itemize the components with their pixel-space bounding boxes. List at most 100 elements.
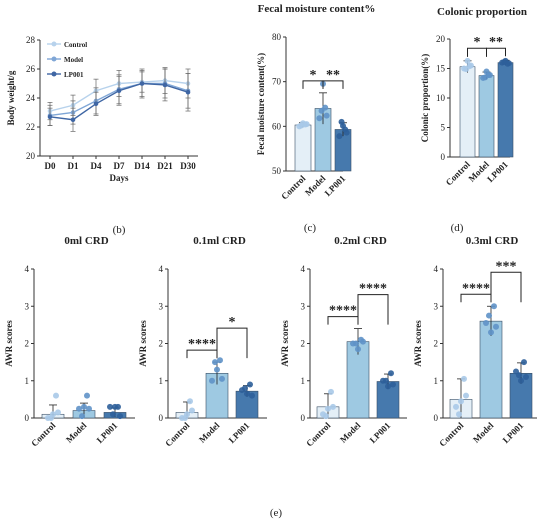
data-point	[53, 392, 59, 399]
data-point	[330, 403, 336, 410]
legend-label-lp001: LP001	[64, 71, 84, 79]
moisture-ytick-label: 70	[272, 77, 282, 87]
bar-control	[294, 124, 312, 172]
data-point	[117, 413, 123, 420]
bar-control	[459, 66, 476, 158]
data-point	[112, 403, 118, 410]
weight-ytick-label: 26	[26, 64, 36, 74]
bar-model	[478, 75, 495, 158]
weight-ytick-label: 24	[26, 93, 36, 103]
data-point	[463, 66, 470, 73]
awr03-title: 0.3ml CRD	[466, 235, 519, 247]
weight-ytick-label: 28	[26, 35, 36, 45]
data-point	[458, 398, 464, 405]
significance-label: ***	[496, 259, 517, 274]
significance-bracket	[216, 327, 248, 359]
data-point	[162, 82, 168, 88]
awr03-xtick-label: Control	[437, 420, 466, 449]
awr02-xtick-label: Control	[304, 420, 333, 449]
data-point	[461, 375, 467, 382]
data-point	[86, 405, 92, 412]
weight-xtick-label: D4	[91, 161, 102, 171]
moisture-ytick-label: 50	[272, 166, 282, 176]
data-point	[316, 115, 323, 122]
awr03-ytick-label: 3	[434, 301, 439, 311]
colonic-xtick-label: Control	[444, 159, 473, 188]
moisture-ytick-label: 60	[272, 121, 282, 131]
data-point	[76, 405, 82, 412]
moisture-ytick-label: 80	[272, 32, 282, 42]
weight-y-label: Body weight/g	[6, 70, 16, 125]
data-point	[298, 122, 305, 129]
awr01-title: 0.1ml CRD	[193, 235, 246, 247]
data-point	[70, 117, 76, 123]
awr02-ytick-label: 0	[301, 413, 306, 423]
colonic-ytick-label: 0	[441, 152, 446, 162]
data-point	[482, 74, 489, 81]
colonic-ytick-label: 20	[436, 34, 446, 44]
data-point	[110, 411, 116, 418]
data-point	[501, 59, 508, 66]
data-point	[79, 413, 85, 420]
significance-label: *	[474, 35, 481, 50]
awr0-ytick-label: 3	[25, 301, 30, 311]
moisture-xtick-label: Model	[303, 173, 328, 198]
data-point	[463, 392, 469, 399]
data-point	[93, 101, 99, 107]
awr0-ytick-label: 1	[25, 376, 30, 386]
data-point	[343, 129, 350, 136]
awr03-xtick-label: Model	[471, 420, 496, 445]
weight-xtick-label: D30	[180, 161, 196, 171]
awr0-xtick-label: LP001	[95, 420, 120, 445]
panel-label-b: (b)	[113, 224, 126, 236]
data-point	[318, 107, 325, 114]
awr01-xtick-label: LP001	[227, 420, 252, 445]
data-point	[353, 340, 359, 347]
data-point	[189, 407, 195, 414]
awr01-ytick-label: 4	[159, 264, 164, 274]
data-point	[516, 372, 522, 379]
significance-label: **	[489, 35, 503, 50]
weight-ytick-label: 20	[26, 151, 36, 161]
awr02-xtick-label: Model	[338, 420, 363, 445]
data-point	[116, 88, 122, 94]
awr02-xtick-label: LP001	[368, 420, 393, 445]
legend-label-model: Model	[64, 56, 83, 64]
data-point	[48, 415, 54, 421]
awr0-xtick-label: Model	[64, 420, 89, 445]
weight-xtick-label: D0	[45, 161, 56, 171]
legend-marker	[51, 71, 57, 77]
significance-label: *	[229, 315, 236, 330]
data-point	[219, 375, 225, 382]
data-point	[323, 112, 330, 119]
data-point	[303, 121, 310, 128]
significance-label: ****	[359, 282, 387, 297]
panel-label-d: (d)	[451, 222, 464, 234]
colonic-ytick-label: 10	[436, 93, 446, 103]
data-point	[247, 381, 253, 388]
data-point	[505, 60, 512, 67]
data-point	[209, 377, 215, 384]
significance-bracket	[357, 294, 389, 325]
moisture-y-label: Fecal moisture content(%)	[256, 53, 266, 155]
awr02-ytick-label: 4	[301, 264, 306, 274]
awr02-title: 0.2ml CRD	[334, 235, 387, 247]
data-point	[187, 398, 193, 405]
moisture-xtick-label: LP001	[323, 173, 348, 198]
data-point	[107, 403, 113, 410]
data-point	[242, 385, 248, 392]
data-point	[81, 403, 87, 410]
awr01-xtick-label: Model	[197, 420, 222, 445]
data-point	[491, 303, 497, 310]
awr0-xtick-label: Control	[29, 420, 58, 449]
weight-xtick-label: D14	[134, 161, 150, 171]
bar-lp001	[497, 62, 514, 158]
legend-marker	[51, 56, 57, 62]
data-point	[488, 329, 494, 336]
data-point	[385, 383, 391, 390]
colonic-xtick-label: LP001	[485, 159, 510, 184]
panel-label-e: (e)	[270, 507, 283, 519]
data-point	[390, 381, 396, 388]
awr02-ytick-label: 1	[301, 376, 306, 386]
